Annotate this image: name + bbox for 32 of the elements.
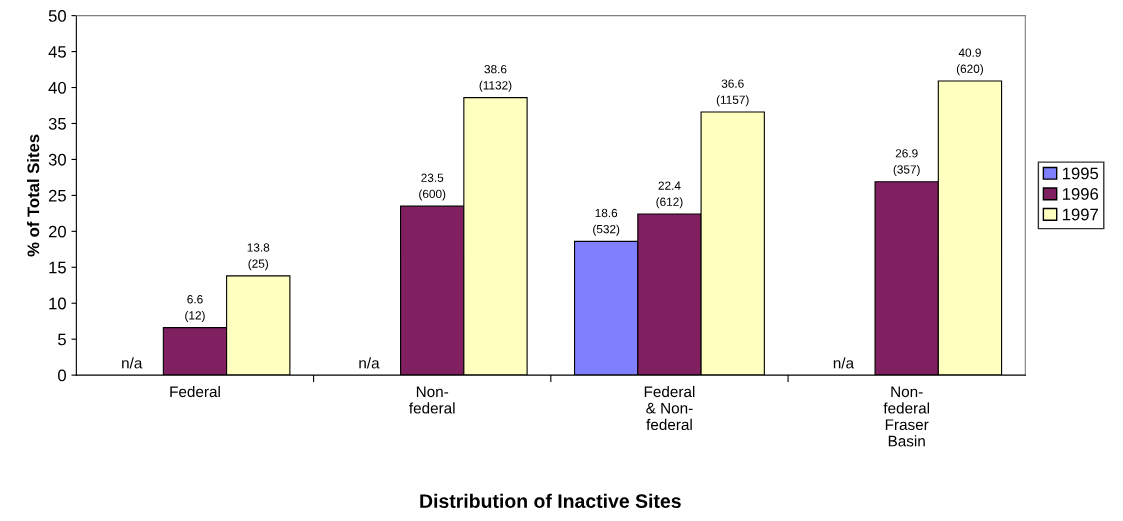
- y-tick-label: 20: [48, 225, 66, 238]
- y-tick-label: 50: [48, 10, 66, 22]
- data-label: 40.9 (620): [956, 48, 983, 76]
- y-tick-label: 5: [58, 333, 66, 346]
- data-label: 6.6 (12): [185, 295, 205, 322]
- data-label: 38.6 (1132): [479, 65, 512, 92]
- legend-label: 1997: [1062, 208, 1098, 221]
- y-tick-label: 0: [58, 369, 66, 382]
- text: n/a: [122, 357, 143, 369]
- y-tick-label: 15: [49, 261, 66, 274]
- text: Distribution of Inactive Sites: [420, 493, 681, 508]
- data-label: 23.5 (600): [419, 173, 446, 201]
- legend-label: 1995: [1062, 167, 1099, 180]
- data-label: 13.8 (25): [247, 243, 270, 271]
- x-tick-label: Federal & Non- federal: [644, 385, 695, 431]
- data-label: 22.4 (612): [656, 181, 683, 209]
- y-tick-label: 45: [48, 46, 66, 58]
- y-tick-label: 25: [48, 189, 66, 202]
- y-axis-title: % of Total Sites: [27, 134, 40, 257]
- text: n/a: [359, 357, 380, 369]
- y-tick-label: 10: [49, 297, 66, 310]
- y-tick-label: 30: [48, 153, 66, 166]
- data-label: 18.6 (532): [593, 208, 620, 236]
- x-tick-label: Non- federal: [409, 386, 455, 414]
- text: n/a: [833, 357, 855, 369]
- data-label: 36.6 (1157): [716, 79, 749, 107]
- data-label: 26.9 (357): [893, 149, 920, 176]
- y-tick-label: 35: [48, 117, 66, 130]
- legend-label: 1996: [1062, 188, 1099, 200]
- y-tick-label: 40: [48, 81, 66, 94]
- x-tick-label: Non- federal Fraser Basin: [883, 386, 930, 447]
- x-tick-label: Federal: [170, 385, 220, 398]
